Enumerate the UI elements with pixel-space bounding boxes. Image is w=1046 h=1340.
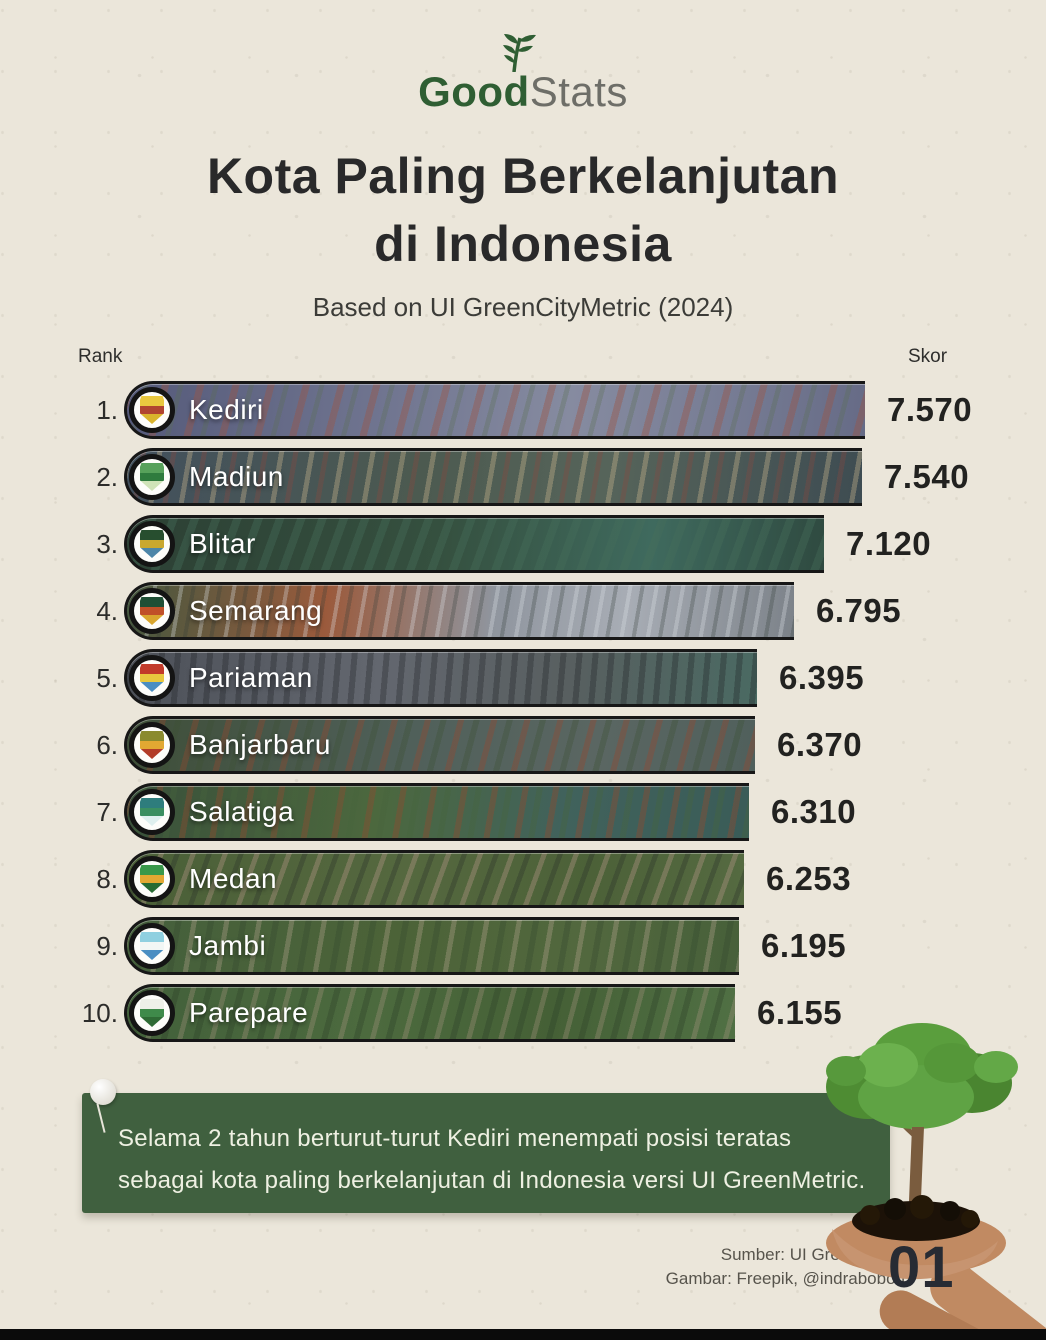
- score-value: 6.395: [779, 659, 865, 696]
- city-emblem-badge: [129, 990, 175, 1036]
- row-jambi: 9. Jambi 6.195: [78, 917, 972, 975]
- page-title-line2: di Indonesia: [374, 216, 672, 272]
- tree-foliage: [826, 1023, 1018, 1129]
- city-photo-bar: Kediri: [124, 381, 865, 439]
- city-name-label: Banjarbaru: [189, 729, 331, 760]
- score-axis-label: Skor: [908, 346, 948, 367]
- city-emblem-badge: [129, 722, 175, 768]
- city-emblem-badge: [129, 789, 175, 835]
- score-value: 6.310: [771, 793, 857, 830]
- goodstats-logo: GoodStats: [0, 34, 1046, 116]
- score-value: 7.540: [884, 458, 970, 495]
- city-photo-bar: Madiun: [124, 448, 862, 506]
- jambi-city-emblem: [140, 932, 164, 960]
- rank-number: 2.: [96, 461, 118, 492]
- score-value: 6.155: [757, 994, 843, 1031]
- row-salatiga: 7. Salatiga 6.310: [78, 783, 972, 841]
- page-title-line1: Kota Paling Berkelanjutan: [206, 148, 840, 204]
- score-value: 6.253: [766, 860, 852, 897]
- city-photo-bar: Blitar: [124, 515, 824, 573]
- bottom-black-bar: [0, 1329, 1046, 1340]
- row-kediri: 1. Kediri 7.570: [78, 381, 972, 439]
- score-value: 6.370: [777, 726, 863, 763]
- page-subtitle: Based on UI GreenCityMetric (2024): [312, 292, 734, 322]
- rank-number: 5.: [96, 662, 118, 693]
- rank-number: 8.: [96, 863, 118, 894]
- row-medan: 8. Medan 6.253: [78, 850, 972, 908]
- city-photo-bar: Banjarbaru: [124, 716, 755, 774]
- salatiga-city-emblem: [140, 798, 164, 826]
- city-name-label: Blitar: [189, 528, 256, 559]
- image-credit-line: Gambar: Freepik, @indrabobon: [665, 1269, 905, 1288]
- page-title: Kota Paling Berkelanjutan di Indonesia: [0, 142, 1046, 278]
- leaf-sprig-icon: [503, 34, 537, 72]
- tree-in-hands-illustration: [826, 1023, 1046, 1329]
- city-name-label: Salatiga: [189, 796, 295, 827]
- kediri-city-emblem: [140, 396, 164, 424]
- hands-holding-soil: [826, 1195, 1046, 1329]
- city-photo-bar: Jambi: [124, 917, 739, 975]
- city-emblem-badge: [129, 655, 175, 701]
- pin-stem: [96, 1103, 106, 1133]
- row-madiun: 2. Madiun 7.540: [78, 448, 972, 506]
- city-photo-bar: Medan: [124, 850, 744, 908]
- city-name-label: Medan: [189, 863, 278, 894]
- city-emblem-badge: [129, 923, 175, 969]
- logo-text-good: Good: [418, 68, 530, 115]
- pariaman-city-emblem: [140, 664, 164, 692]
- city-name-label: Kediri: [189, 394, 264, 425]
- pin-icon: [90, 1079, 116, 1105]
- rank-number: 6.: [96, 729, 118, 760]
- score-value: 7.570: [887, 391, 973, 428]
- city-photo-bar: Parepare: [124, 984, 735, 1042]
- city-name-label: Jambi: [189, 930, 267, 961]
- row-blitar: 3. Blitar 7.120: [78, 515, 972, 573]
- banjarbaru-city-emblem: [140, 731, 164, 759]
- blitar-city-emblem: [140, 530, 164, 558]
- parepare-city-emblem: [140, 999, 164, 1027]
- rank-number: 1.: [96, 394, 118, 425]
- madiun-city-emblem: [140, 463, 164, 491]
- logo-text-stats: Stats: [529, 68, 628, 115]
- row-semarang: 4. Semarang 6.795: [78, 582, 972, 640]
- city-name-label: Madiun: [189, 461, 284, 492]
- tree-trunk: [902, 1127, 930, 1219]
- highlight-callout-box: Selama 2 tahun berturut-turut Kediri men…: [82, 1079, 890, 1213]
- rank-number: 9.: [96, 930, 118, 961]
- city-emblem-badge: [129, 454, 175, 500]
- callout-text-line2: sebagai kota paling berkelanjutan di Ind…: [118, 1167, 866, 1194]
- city-emblem-badge: [129, 387, 175, 433]
- city-name-label: Semarang: [189, 595, 323, 626]
- rank-number: 4.: [96, 595, 118, 626]
- row-banjarbaru: 6. Banjarbaru 6.370: [78, 716, 972, 774]
- row-pariaman: 5. Pariaman 6.395: [78, 649, 972, 707]
- city-name-label: Pariaman: [189, 662, 313, 693]
- city-photo-bar: Pariaman: [124, 649, 757, 707]
- city-photo-bar: Semarang: [124, 582, 794, 640]
- rank-number: 3.: [96, 528, 118, 559]
- page-number: 01: [888, 1235, 955, 1300]
- row-parepare: 10. Parepare 6.155: [78, 984, 972, 1042]
- city-emblem-badge: [129, 856, 175, 902]
- rank-number: 7.: [96, 796, 118, 827]
- ranking-bar-chart: 1. Kediri 7.570 2. Madiun 7.540 3.: [78, 381, 972, 1051]
- city-name-label: Parepare: [189, 997, 309, 1028]
- city-emblem-badge: [129, 588, 175, 634]
- city-emblem-badge: [129, 521, 175, 567]
- rank-axis-label: Rank: [78, 346, 123, 367]
- medan-city-emblem: [140, 865, 164, 893]
- score-value: 6.795: [816, 592, 902, 629]
- semarang-city-emblem: [140, 597, 164, 625]
- city-photo-bar: Salatiga: [124, 783, 749, 841]
- callout-text-line1: Selama 2 tahun berturut-turut Kediri men…: [118, 1125, 792, 1152]
- score-value: 7.120: [846, 525, 932, 562]
- rank-number: 10.: [81, 997, 118, 1028]
- score-value: 6.195: [761, 927, 847, 964]
